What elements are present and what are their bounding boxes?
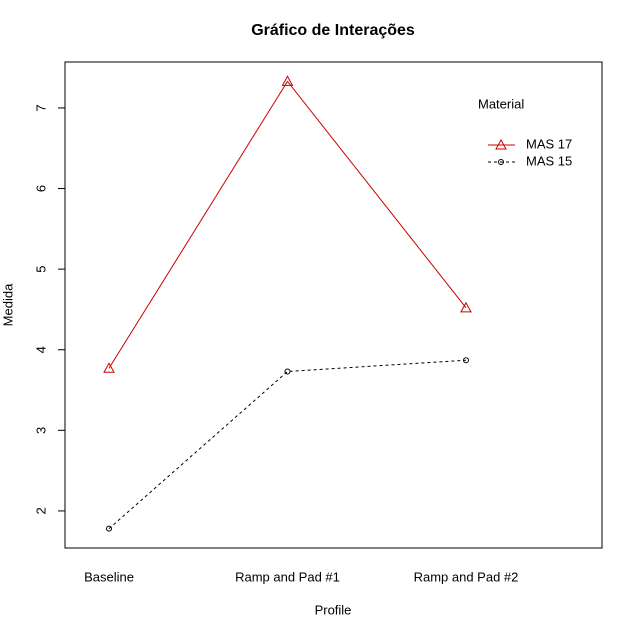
point [103,362,115,373]
point [281,75,294,86]
legend-label: MAS 15 [526,153,572,168]
legend-label: MAS 17 [526,136,572,151]
y-tick-label: 4 [33,346,48,353]
y-tick-label: 3 [33,427,48,434]
y-tick-label: 7 [33,104,48,111]
x-tick-label: Baseline [84,569,134,584]
y-tick-label: 6 [33,185,48,192]
series-line [108,80,467,369]
x-tick-label: Ramp and Pad #2 [414,569,519,584]
plot-frame [64,61,603,549]
y-tick-label: 2 [33,507,48,514]
y-axis-label: Medida [0,283,15,326]
x-tick-label: Ramp and Pad #1 [235,569,340,584]
legend-marker [495,138,507,150]
x-axis-label: Profile [315,602,352,617]
series-line [108,359,467,530]
y-tick-label: 5 [33,266,48,273]
legend-title: Material [478,96,524,111]
point [106,525,112,532]
point [284,368,291,375]
chart-title: Gráfico de Interações [251,22,415,39]
point [460,301,472,313]
point [463,357,469,364]
legend-marker [498,159,504,165]
